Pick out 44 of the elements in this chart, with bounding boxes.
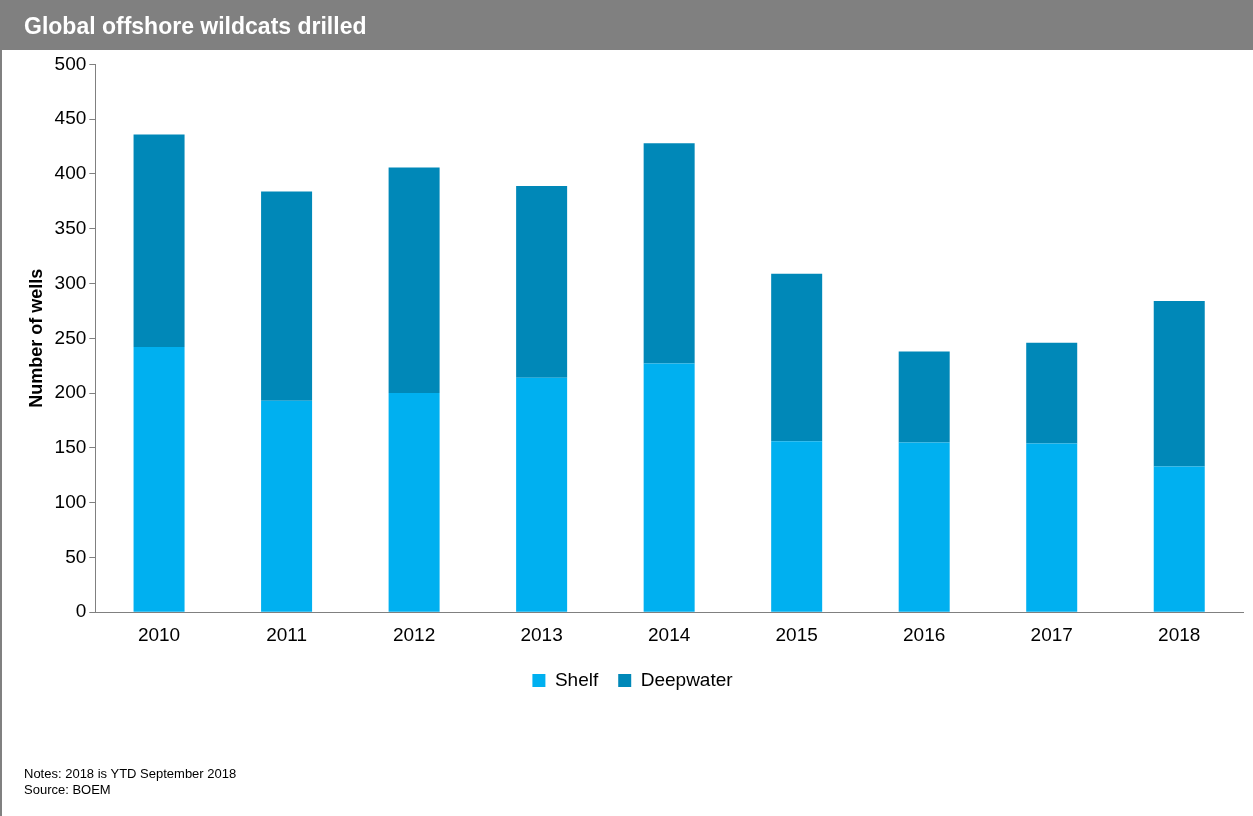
bar (643, 363, 695, 612)
y-tick-label: 100 (54, 490, 87, 512)
bar (1153, 301, 1205, 467)
text: Notes: 2018 is YTD September 2018 (24, 766, 237, 782)
x-tick-label: 2011 (266, 623, 308, 645)
bar (1153, 466, 1205, 612)
x-tick-label: 2012 (392, 623, 436, 645)
bar (1026, 342, 1078, 444)
bar (1026, 443, 1078, 612)
bar (771, 441, 823, 612)
bar (516, 377, 568, 612)
x-tick-label: 2018 (1158, 623, 1201, 645)
x-tick-label: 2017 (1030, 623, 1073, 645)
y-axis-title: Number of wells (25, 268, 46, 408)
y-tick-label: 300 (54, 271, 87, 293)
source-note: Source: BOEM (24, 782, 112, 798)
bar (898, 351, 950, 443)
bar (771, 273, 823, 442)
bar (516, 186, 568, 378)
y-tick-label: 400 (54, 162, 87, 184)
y-tick-label: 50 (65, 545, 87, 567)
legend-label: Shelf (554, 668, 599, 690)
y-tick-label: 250 (54, 326, 87, 348)
bar (388, 167, 440, 394)
bar (133, 134, 185, 348)
bar (133, 347, 185, 612)
chart-title: Global offshore wildcats drilled (2, 0, 1253, 50)
y-tick-label: 200 (54, 381, 87, 403)
y-tick-label: 450 (54, 107, 87, 129)
x-tick-label: 2015 (775, 623, 818, 645)
bar (261, 191, 313, 401)
bar (388, 393, 440, 612)
x-tick-label: 2014 (648, 623, 691, 645)
y-tick-label: 350 (54, 216, 87, 238)
bar (898, 442, 950, 612)
y-tick-label: 150 (54, 436, 87, 458)
x-tick-label: 2016 (903, 623, 946, 645)
legend-label: Deepwater (640, 668, 734, 690)
y-tick-label: 0 (75, 600, 87, 622)
bar (643, 143, 695, 364)
bar (261, 400, 313, 612)
y-tick-label: 500 (54, 52, 87, 74)
x-tick-label: 2013 (520, 623, 563, 645)
x-tick-label: 2010 (137, 623, 181, 645)
